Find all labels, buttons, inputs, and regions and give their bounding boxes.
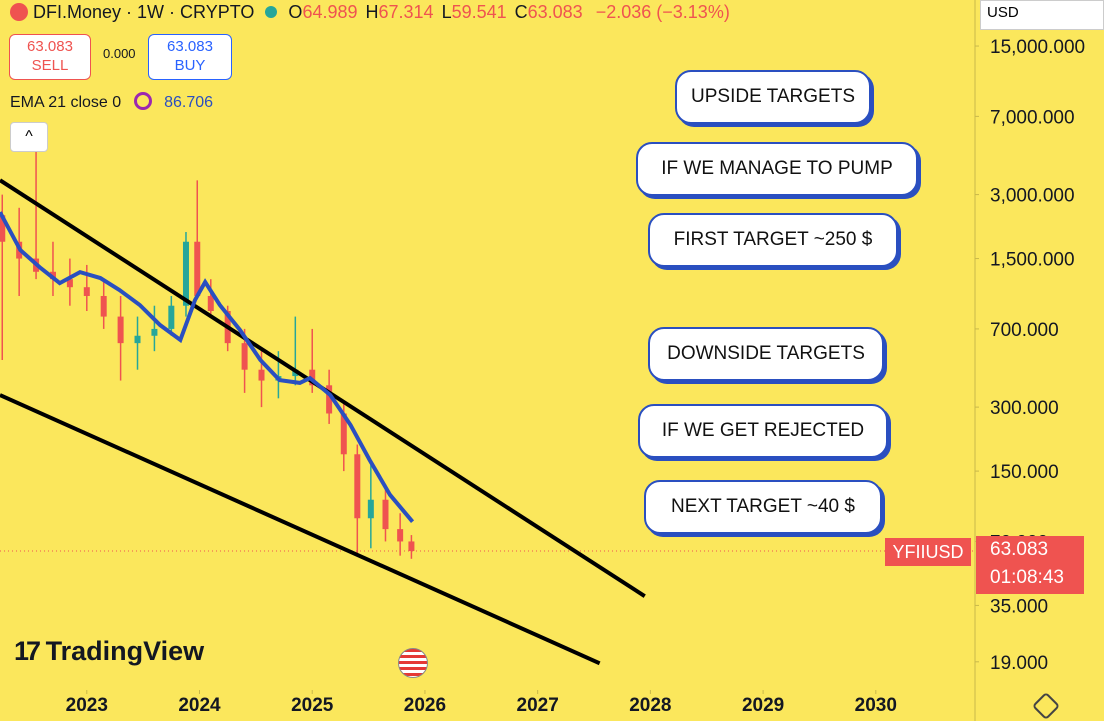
spread: 0.000 bbox=[103, 46, 136, 61]
x-tick-label: 2028 bbox=[629, 695, 671, 716]
y-tick-label: 150.000 bbox=[990, 462, 1059, 483]
ohlc: O64.989 H67.314 L59.541 C63.083 bbox=[288, 2, 590, 22]
plot bbox=[0, 147, 975, 666]
ohlc-label: L bbox=[441, 2, 452, 22]
ohlc-value: 64.989 bbox=[302, 2, 358, 22]
ohlc-label: H bbox=[365, 2, 379, 22]
price-tag: 63.083 01:08:43 bbox=[976, 536, 1084, 594]
ticker-tag: YFIIUSD bbox=[885, 538, 971, 566]
annotation[interactable]: IF WE GET REJECTED bbox=[638, 404, 888, 458]
event-icon[interactable] bbox=[398, 648, 428, 678]
annotation[interactable]: FIRST TARGET ~250 $ bbox=[648, 213, 898, 267]
y-tick-label: 1,500.000 bbox=[990, 250, 1075, 271]
candle-body bbox=[100, 295, 107, 317]
sell-button[interactable]: 63.083 SELL bbox=[9, 34, 91, 80]
candle-body bbox=[408, 541, 415, 552]
buy-button[interactable]: 63.083 BUY bbox=[148, 34, 232, 80]
symbol[interactable]: DFI.Money · 1W · CRYPTO bbox=[33, 2, 255, 22]
sell-price: 63.083 bbox=[27, 38, 73, 55]
ohlc-value: 63.083 bbox=[527, 2, 583, 22]
ohlc-value: 67.314 bbox=[378, 2, 434, 22]
symbol-line: DFI.Money · 1W · CRYPTO O64.989 H67.314 L5… bbox=[10, 2, 730, 23]
indicator[interactable]: EMA 21 close 0 bbox=[10, 94, 122, 111]
ema-line bbox=[0, 211, 415, 523]
ohlc-value: 59.541 bbox=[451, 2, 507, 22]
candle-body bbox=[207, 295, 214, 311]
candle-body bbox=[367, 499, 374, 519]
candle-body bbox=[340, 413, 347, 455]
currency: USD bbox=[987, 4, 1019, 21]
price-scale bbox=[975, 0, 1104, 721]
candle-body bbox=[258, 369, 265, 381]
x-tick-label: 2027 bbox=[517, 695, 559, 716]
watermark: 17 TradingView bbox=[14, 636, 205, 666]
y-tick-label: 3,000.000 bbox=[990, 186, 1075, 207]
y-tick-label: 300.000 bbox=[990, 398, 1059, 419]
candle-body bbox=[134, 335, 141, 344]
sell-label: SELL bbox=[31, 57, 69, 74]
candle-body bbox=[194, 241, 201, 296]
ohlc-label: C bbox=[514, 2, 528, 22]
indicator-value: 86.706 bbox=[164, 94, 214, 111]
buy-label: BUY bbox=[174, 57, 206, 74]
candle-body bbox=[66, 279, 73, 288]
y-tick-label: 19.000 bbox=[990, 653, 1048, 674]
currency-select[interactable]: USD bbox=[980, 0, 1104, 30]
x-tick-label: 2030 bbox=[855, 695, 897, 716]
candle-body bbox=[354, 454, 361, 519]
candle-body bbox=[326, 385, 333, 414]
countdown: 01:08:43 bbox=[990, 567, 1064, 588]
candle-body bbox=[397, 529, 404, 542]
candle-body bbox=[241, 343, 248, 370]
candle-body bbox=[151, 328, 158, 336]
y-tick-label: 700.000 bbox=[990, 320, 1059, 341]
y-tick-label: 15,000.000 bbox=[990, 37, 1085, 58]
indicator-line: EMA 21 close 0 86.706 bbox=[10, 92, 213, 112]
candle-body bbox=[83, 287, 90, 296]
last-price: 63.083 bbox=[990, 539, 1049, 560]
x-tick-label: 2025 bbox=[291, 695, 334, 716]
ohlc-label: O bbox=[288, 2, 303, 22]
y-tick-label: 7,000.000 bbox=[990, 107, 1075, 128]
change: −2.036 (−3.13%) bbox=[595, 2, 730, 22]
annotation[interactable]: DOWNSIDE TARGETS bbox=[648, 327, 884, 381]
trend-line bbox=[0, 393, 601, 666]
candle-body bbox=[182, 241, 189, 306]
candle-body bbox=[168, 305, 175, 329]
candle-body bbox=[117, 316, 124, 344]
annotation[interactable]: IF WE MANAGE TO PUMP bbox=[636, 142, 918, 196]
y-tick-label: 35.000 bbox=[990, 596, 1048, 617]
x-tick-label: 2024 bbox=[178, 695, 221, 716]
buy-price: 63.083 bbox=[167, 38, 213, 55]
annotation[interactable]: UPSIDE TARGETS bbox=[675, 70, 871, 124]
collapse-button[interactable]: ^ bbox=[10, 122, 48, 152]
x-tick-label: 2029 bbox=[742, 695, 784, 716]
annotation[interactable]: NEXT TARGET ~40 $ bbox=[644, 480, 882, 534]
candle-body bbox=[0, 215, 6, 242]
x-tick-label: 2023 bbox=[66, 695, 108, 716]
x-tick-label: 2026 bbox=[404, 695, 446, 716]
watermark-text: TradingView bbox=[45, 636, 205, 666]
candle-body bbox=[382, 499, 389, 530]
